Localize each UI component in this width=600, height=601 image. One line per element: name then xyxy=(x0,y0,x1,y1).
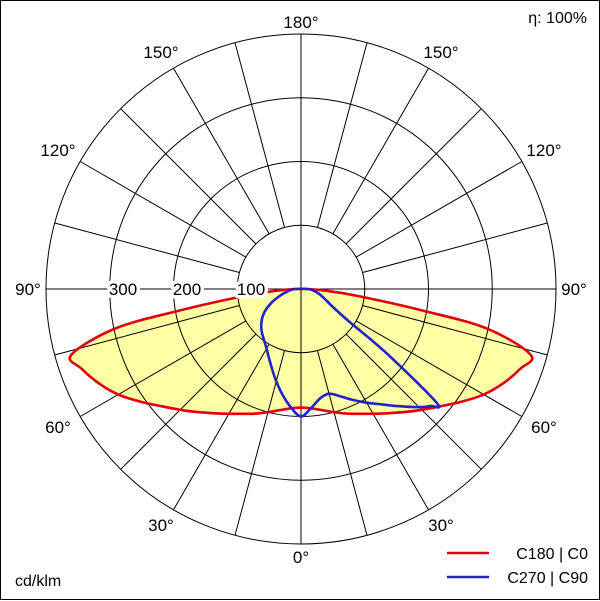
angle-label-180: 180° xyxy=(283,13,318,32)
grid-spoke-105 xyxy=(362,222,548,273)
legend-label-c270-c90: C270 | C90 xyxy=(507,570,588,587)
grid-spoke-165 xyxy=(317,42,368,228)
angle-label-120-right: 120° xyxy=(526,141,561,160)
grid-spoke-120 xyxy=(355,161,523,258)
angle-label-150-left: 150° xyxy=(143,43,178,62)
grid-spoke-60 xyxy=(355,320,523,417)
legend: C180 | C0 C270 | C90 xyxy=(447,546,588,587)
grid-spoke-30 xyxy=(332,343,429,511)
radial-scale-labels: 300 200 100 xyxy=(105,277,268,303)
angle-label-30-left: 30° xyxy=(148,516,174,535)
radial-tick-100: 100 xyxy=(237,280,265,299)
angle-label-90-right: 90° xyxy=(561,280,587,299)
polar-grid xyxy=(45,33,557,545)
curves-layer xyxy=(68,287,534,418)
angle-label-60-right: 60° xyxy=(531,418,557,437)
legend-label-c180-c0: C180 | C0 xyxy=(516,546,588,563)
grid-spoke-150 xyxy=(332,67,429,235)
grid-spoke-255 xyxy=(54,222,240,273)
angle-labels: 180° 150° 150° 120° 120° 90° 90° 60° 60°… xyxy=(15,13,587,567)
radial-tick-200: 200 xyxy=(173,280,201,299)
grid-spoke-75 xyxy=(362,305,548,356)
radial-tick-300: 300 xyxy=(109,280,137,299)
grid-spoke-285 xyxy=(54,305,240,356)
grid-spoke-315 xyxy=(120,333,257,470)
grid-spoke-225 xyxy=(120,108,257,245)
angle-label-30-right: 30° xyxy=(428,516,454,535)
grid-spoke-45 xyxy=(345,333,482,470)
angle-label-0: 0° xyxy=(293,548,309,567)
angle-label-120-left: 120° xyxy=(40,141,75,160)
grid-spoke-300 xyxy=(79,320,247,417)
efficiency-label: η: 100% xyxy=(528,10,587,27)
grid-spoke-15 xyxy=(317,350,368,536)
grid-spoke-210 xyxy=(173,67,270,235)
angle-label-150-right: 150° xyxy=(423,43,458,62)
units-label: cd/klm xyxy=(15,573,61,590)
grid-spoke-330 xyxy=(173,343,270,511)
curve-C270-C90 xyxy=(259,287,441,418)
angle-label-90-left: 90° xyxy=(15,280,41,299)
angle-label-60-left: 60° xyxy=(45,418,71,437)
grid-spoke-240 xyxy=(79,161,247,258)
grid-spoke-135 xyxy=(345,108,482,245)
grid-spoke-195 xyxy=(234,42,285,228)
curve-C180-C0 xyxy=(68,287,534,416)
